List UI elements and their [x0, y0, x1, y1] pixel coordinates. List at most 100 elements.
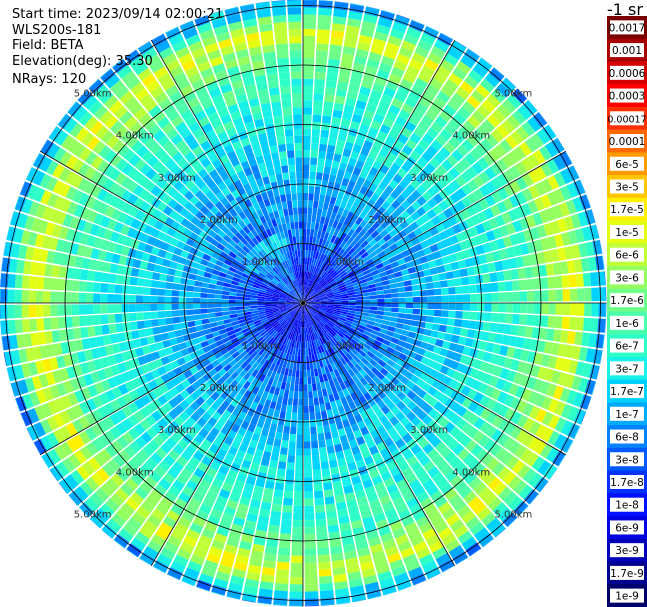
heatmap-cell	[247, 366, 256, 375]
heatmap-cell	[501, 119, 516, 134]
heatmap-cell	[297, 334, 300, 342]
heatmap-cell	[257, 471, 267, 481]
heatmap-cell	[179, 145, 192, 157]
heatmap-cell	[354, 290, 363, 295]
heatmap-cell	[284, 252, 289, 261]
heatmap-cell	[325, 291, 333, 296]
heatmap-cell	[522, 100, 538, 116]
heatmap-cell	[329, 130, 339, 140]
heatmap-cell	[391, 293, 399, 298]
heatmap-cell	[300, 305, 303, 313]
heatmap-cell	[469, 311, 478, 321]
heatmap-cell	[303, 107, 312, 115]
heatmap-cell	[72, 419, 84, 433]
heatmap-cell	[206, 261, 216, 269]
heatmap-cell	[303, 412, 310, 421]
heatmap-cell	[246, 513, 258, 523]
heatmap-cell	[509, 425, 522, 440]
heatmap-cell	[289, 347, 294, 355]
heatmap-cell	[273, 489, 284, 498]
heatmap-cell	[265, 274, 273, 281]
heatmap-cell	[31, 375, 43, 390]
heatmap-cell	[469, 548, 482, 557]
heatmap-cell	[379, 229, 389, 238]
heatmap-cell	[21, 304, 30, 318]
heatmap-cell	[322, 108, 333, 117]
heatmap-cell	[128, 304, 136, 313]
heatmap-cell	[309, 362, 314, 370]
heatmap-cell	[318, 329, 325, 337]
heatmap-cell	[413, 303, 421, 309]
heatmap-cell	[280, 293, 288, 297]
heatmap-cell	[300, 293, 303, 301]
heatmap-cell	[557, 137, 565, 150]
heatmap-cell	[534, 476, 548, 493]
heatmap-cell	[326, 387, 333, 396]
heatmap-cell	[303, 178, 309, 186]
heatmap-cell	[360, 282, 368, 288]
heatmap-cell	[258, 162, 267, 172]
heatmap-cell	[482, 472, 497, 486]
heatmap-cell	[100, 293, 108, 303]
heatmap-cell	[362, 163, 372, 173]
heatmap-cell	[296, 441, 303, 449]
heatmap-cell	[409, 479, 422, 491]
heatmap-cell	[407, 246, 417, 255]
heatmap-cell	[100, 215, 111, 228]
heatmap-cell	[294, 484, 303, 492]
heatmap-cell	[289, 292, 296, 298]
heatmap-cell	[272, 188, 280, 197]
heatmap-cell	[291, 325, 296, 333]
heatmap-cell	[560, 330, 569, 344]
heatmap-cell	[293, 340, 297, 349]
heatmap-cell	[357, 41, 371, 52]
heatmap-cell	[135, 295, 144, 303]
heatmap-cell	[466, 329, 476, 339]
heatmap-cell	[221, 225, 230, 235]
heatmap-cell	[57, 291, 65, 303]
heatmap-cell	[345, 455, 355, 465]
heatmap-cell	[179, 363, 190, 373]
heatmap-cell	[286, 259, 291, 267]
heatmap-cell	[172, 316, 181, 324]
heatmap-cell	[358, 502, 371, 513]
heatmap-cell	[284, 338, 290, 346]
heatmap-cell	[319, 308, 327, 312]
heatmap-cell	[234, 374, 243, 383]
heatmap-cell	[394, 371, 404, 381]
heatmap-cell	[205, 350, 214, 358]
heatmap-cell	[350, 3, 365, 7]
heatmap-cell	[333, 335, 341, 343]
heatmap-cell	[522, 338, 532, 350]
heatmap-cell	[176, 548, 192, 561]
heatmap-cell	[107, 376, 118, 389]
heatmap-cell	[243, 380, 251, 390]
heatmap-cell	[265, 293, 273, 297]
heatmap-cell	[29, 276, 38, 289]
heatmap-cell	[276, 264, 282, 272]
heatmap-cell	[234, 479, 245, 490]
heatmap-cell	[396, 53, 411, 65]
heatmap-cell	[326, 293, 334, 297]
heatmap-cell	[492, 343, 502, 355]
heatmap-cell	[312, 307, 319, 311]
heatmap-cell	[72, 434, 85, 449]
heatmap-cell	[226, 537, 240, 548]
heatmap-cell	[296, 319, 300, 327]
heatmap-cell	[369, 291, 377, 296]
heatmap-cell	[72, 268, 82, 280]
heatmap-cell	[310, 325, 315, 333]
heatmap-cell	[246, 571, 261, 581]
heatmap-cell	[416, 195, 427, 206]
heatmap-cell	[323, 315, 331, 320]
heatmap-cell	[155, 447, 168, 460]
heatmap-cell	[326, 296, 335, 299]
heatmap-cell	[314, 274, 319, 282]
heatmap-cell	[362, 365, 371, 374]
heatmap-cell	[574, 331, 583, 346]
heatmap-cell	[337, 428, 346, 437]
heatmap-cell	[304, 293, 308, 301]
heatmap-cell	[422, 133, 435, 145]
heatmap-cell	[567, 406, 580, 422]
heatmap-cell	[365, 323, 374, 330]
